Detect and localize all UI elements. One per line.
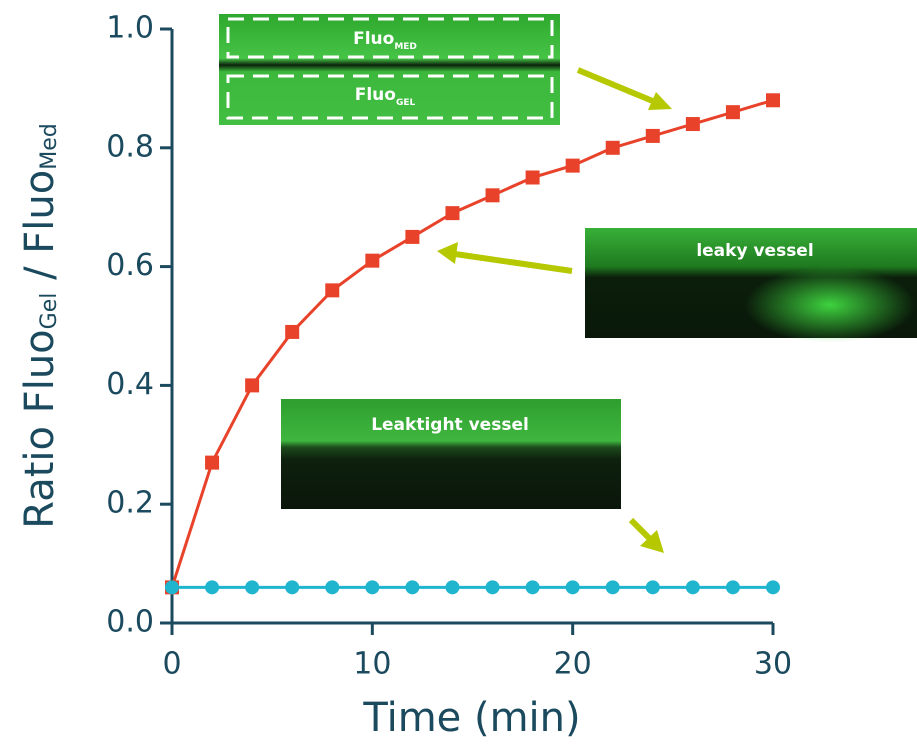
marker — [245, 378, 259, 392]
arrowhead — [437, 242, 458, 264]
arrow — [578, 70, 655, 102]
y-label-sub: Med — [37, 123, 62, 169]
marker — [686, 117, 700, 131]
y-axis-label: Ratio FluoGel / FluoMed — [17, 123, 63, 528]
marker — [486, 580, 500, 594]
arrow — [631, 520, 651, 540]
marker — [405, 230, 419, 244]
y-label-text: / Fluo — [17, 170, 63, 293]
arrow — [455, 254, 572, 271]
marker — [726, 580, 740, 594]
x-tick-label: 30 — [754, 647, 792, 682]
inset-sub: GEL — [396, 98, 416, 108]
inset-sub: MED — [394, 42, 417, 52]
y-tick-label: 0.4 — [106, 367, 154, 402]
marker — [486, 188, 500, 202]
marker — [205, 580, 219, 594]
marker — [526, 171, 540, 185]
inset-leaktight: Leaktight vessel — [281, 399, 621, 509]
y-label-text: Ratio Fluo — [17, 329, 63, 528]
marker — [165, 580, 179, 594]
inset-label: leaky vessel — [696, 241, 813, 261]
y-tick-label: 1.0 — [106, 11, 154, 46]
marker — [566, 580, 580, 594]
y-tick-label: 0.6 — [106, 248, 154, 283]
inset-label: Leaktight vessel — [371, 415, 529, 435]
marker — [726, 105, 740, 119]
marker — [405, 580, 419, 594]
y-tick-label: 0.2 — [106, 486, 154, 521]
x-tick-label: 10 — [353, 647, 391, 682]
marker — [445, 580, 459, 594]
marker — [325, 283, 339, 297]
x-tick-label: 0 — [162, 647, 181, 682]
marker — [526, 580, 540, 594]
marker — [606, 141, 620, 155]
marker — [285, 325, 299, 339]
inset-fluo: FluoMED FluoGEL — [219, 14, 560, 125]
marker — [365, 580, 379, 594]
marker — [325, 580, 339, 594]
y-tick-label: 0.0 — [106, 605, 154, 640]
marker — [766, 580, 780, 594]
series-line — [172, 100, 773, 587]
chart: Time (min) Ratio FluoGel / FluoMed FluoM… — [0, 0, 917, 749]
x-tick-label: 20 — [554, 647, 592, 682]
marker — [285, 580, 299, 594]
y-label-sub: Gel — [37, 293, 62, 330]
leak-blob — [745, 267, 915, 343]
marker — [445, 206, 459, 220]
marker — [205, 456, 219, 470]
inset-text: Fluo — [353, 29, 394, 49]
y-tick-label: 0.8 — [106, 129, 154, 164]
marker — [365, 254, 379, 268]
marker — [245, 580, 259, 594]
marker — [646, 129, 660, 143]
marker — [566, 159, 580, 173]
marker — [686, 580, 700, 594]
marker — [606, 580, 620, 594]
inset-text: Fluo — [355, 85, 396, 105]
inset-leaky: leaky vessel — [585, 228, 917, 343]
x-axis-label: Time (min) — [362, 695, 580, 741]
marker — [646, 580, 660, 594]
marker — [766, 93, 780, 107]
